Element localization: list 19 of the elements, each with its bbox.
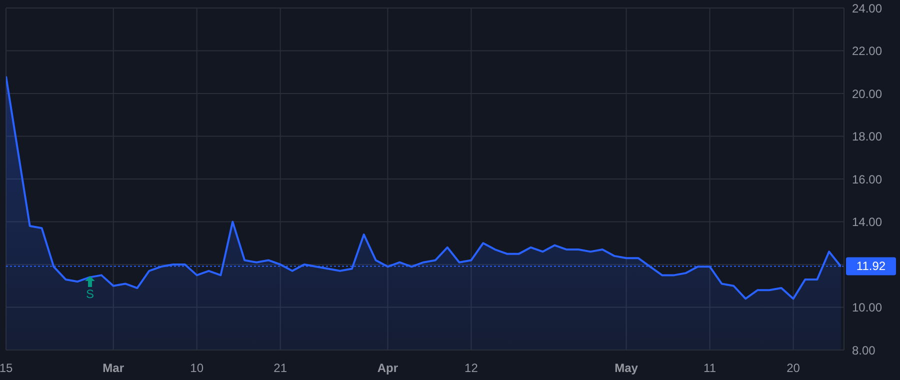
y-tick-label: 16.00	[852, 172, 882, 186]
annotation: S	[84, 287, 95, 301]
x-tick-label: 12	[464, 361, 478, 375]
x-tick-label: 11	[704, 361, 716, 375]
x-tick-label: 10	[190, 361, 204, 375]
x-tick-label: Mar	[102, 361, 124, 375]
ref-line-label: 11.92	[856, 259, 886, 274]
x-tick-label: 20	[786, 361, 800, 375]
y-tick-label: 8.00	[852, 343, 876, 358]
y-tick-label: 20.00	[852, 86, 882, 101]
y-tick-label: 18.00	[852, 130, 882, 144]
x-tick-label: May	[614, 361, 638, 375]
x-tick-label: Apr	[377, 361, 398, 375]
y-tick-label: 22.00	[852, 44, 882, 58]
y-tick-label: 24.00	[852, 1, 882, 16]
y-tick-label: 10.00	[852, 300, 882, 315]
x-tick-label: 15	[0, 361, 13, 375]
x-tick-label: 21	[274, 361, 288, 375]
y-tick-label: 14.00	[852, 215, 882, 230]
